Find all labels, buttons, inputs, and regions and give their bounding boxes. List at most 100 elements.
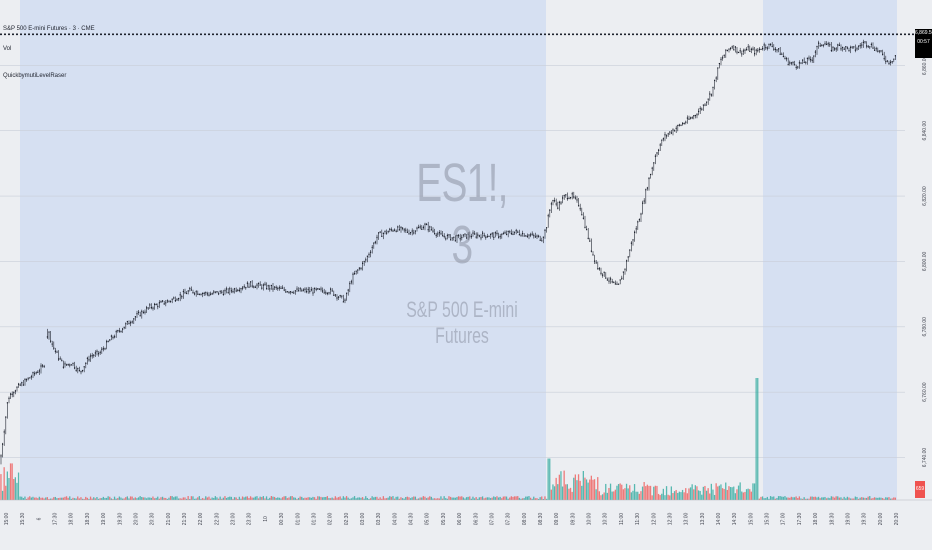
volume-bar: [240, 498, 242, 500]
volume-bar: [598, 491, 600, 500]
volume-bar: [544, 496, 546, 500]
symbol-title[interactable]: S&P 500 E-mini Futures · 3 · CME: [3, 26, 95, 32]
volume-bar: [224, 496, 226, 500]
volume-bar: [797, 498, 799, 500]
volume-bar: [777, 496, 780, 500]
volume-bar: [102, 496, 104, 500]
volume-bar: [214, 496, 216, 500]
volume-bar: [449, 496, 452, 500]
volume-bar: [728, 486, 730, 500]
volume-bar: [353, 496, 356, 500]
volume-bar: [817, 496, 820, 500]
current-price-badge: 6,869.50 00:57: [915, 29, 932, 59]
volume-bar: [374, 496, 376, 500]
volume-bar: [278, 497, 280, 500]
volume-bar: [411, 497, 413, 500]
volume-bar: [496, 496, 498, 500]
volume-bar: [627, 488, 629, 500]
volume-bar: [22, 498, 24, 500]
x-tick-label: 20:30: [150, 513, 156, 526]
volume-bar: [521, 498, 524, 500]
y-tick-label: 6,780.00: [922, 317, 928, 337]
volume-bar: [710, 483, 712, 500]
x-tick-label: 08:00: [522, 513, 528, 526]
volume-bar: [667, 494, 669, 500]
volume-bar: [837, 496, 839, 500]
volume-bar: [262, 496, 264, 500]
volume-bar: [49, 498, 52, 500]
volume-value: 659: [915, 486, 925, 492]
volume-bar: [504, 496, 506, 500]
price-axis[interactable]: 6,740.00 6,760.00 6,780.00 6,800.00 6,820.00…: [922, 55, 928, 467]
volume-bar: [417, 498, 420, 500]
volume-bar: [429, 496, 431, 500]
volume-bar: [737, 485, 740, 500]
volume-bar: [267, 498, 269, 500]
volume-bar: [702, 486, 704, 500]
volume-bar: [894, 497, 896, 500]
volume-bar: [605, 483, 607, 500]
volume-bar: [283, 496, 285, 500]
volume-bar: [302, 498, 304, 500]
volume-bar: [472, 496, 474, 500]
volume-bar: [189, 498, 191, 500]
volume-bar: [365, 496, 367, 500]
x-tick-label: 01:00: [295, 513, 301, 526]
volume-bar: [481, 496, 484, 500]
volume-bar: [512, 496, 514, 500]
volume-label[interactable]: Vol: [3, 46, 12, 52]
volume-bar: [121, 498, 124, 500]
volume-bar: [6, 471, 8, 500]
volume-bar: [379, 497, 381, 500]
volume-bar: [192, 496, 194, 500]
volume-bar: [633, 484, 636, 500]
volume-bar: [381, 498, 383, 500]
volume-bar: [117, 498, 119, 500]
x-tick-label: 05:30: [441, 513, 447, 526]
volume-bar: [744, 491, 746, 500]
x-tick-label: 10:00: [587, 513, 593, 526]
x-tick-label: 03:00: [360, 513, 366, 526]
x-tick-label: 19:00: [845, 513, 851, 526]
volume-bar: [725, 482, 727, 500]
volume-bar: [53, 497, 55, 500]
volume-bar: [57, 498, 60, 500]
volume-bar: [59, 497, 61, 500]
volume-bar: [8, 478, 10, 500]
volume-bar: [145, 498, 148, 500]
volume-bar: [809, 496, 812, 500]
volume-bar: [457, 496, 460, 500]
y-tick-label: 6,840.00: [922, 121, 928, 141]
volume-bar: [366, 497, 368, 500]
volume-bar: [683, 492, 685, 500]
volume-bar: [509, 497, 511, 500]
volume-bar: [510, 496, 512, 500]
volume-bar: [336, 497, 338, 500]
volume-bar: [576, 480, 578, 500]
x-tick-label: 12:00: [651, 513, 657, 526]
volume-bar: [181, 498, 183, 500]
volume-bar: [19, 496, 21, 500]
volume-bar: [94, 498, 96, 500]
indicator-label[interactable]: QuickbymutiLevelRaser: [3, 73, 67, 79]
x-tick-label: 10: [263, 516, 269, 522]
volume-bar: [819, 498, 821, 500]
volume-bar: [257, 498, 260, 500]
volume-bar: [768, 498, 770, 500]
volume-bar: [88, 498, 90, 500]
volume-bar: [46, 497, 48, 500]
time-axis[interactable]: 15:00 15:30 6 17:30 18:00 18:30 19:00 19:30 20:0…: [0, 499, 932, 550]
volume-bar: [478, 497, 480, 500]
volume-bar: [161, 496, 164, 500]
volume-bar: [25, 498, 28, 500]
volume-bar: [789, 497, 791, 500]
volume-bar: [723, 488, 725, 500]
volume-bar: [755, 378, 757, 500]
volume-bar: [888, 497, 890, 500]
volume-bar: [507, 498, 509, 500]
volume-bar: [773, 496, 775, 500]
volume-bar: [465, 497, 468, 500]
volume-bar: [486, 497, 488, 500]
x-tick-label: 11:30: [635, 513, 641, 525]
